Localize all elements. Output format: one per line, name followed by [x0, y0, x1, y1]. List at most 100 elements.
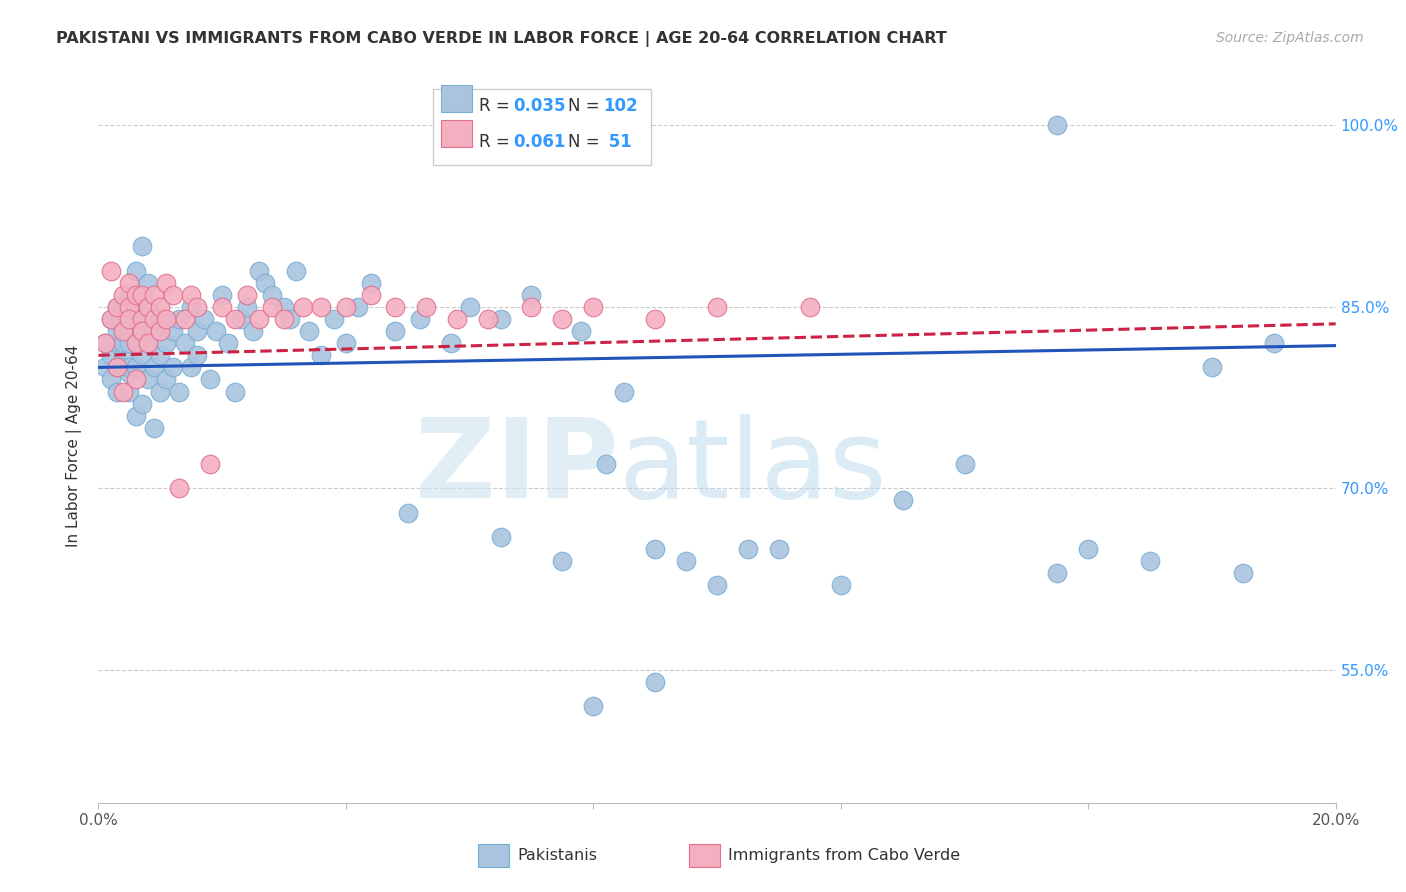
Point: [409, 312, 432, 326]
Point: [162, 324, 184, 338]
Point: [180, 288, 202, 302]
Point: [229, 312, 252, 326]
Point: [112, 324, 135, 338]
Point: [131, 288, 153, 302]
Point: [180, 300, 202, 314]
Point: [706, 578, 728, 592]
Point: [458, 300, 481, 314]
Point: [205, 324, 228, 338]
Point: [186, 348, 208, 362]
Text: 102: 102: [603, 97, 638, 115]
Text: Pakistanis: Pakistanis: [517, 848, 598, 863]
Point: [273, 300, 295, 314]
Point: [131, 239, 153, 253]
Point: [551, 312, 574, 326]
Point: [298, 324, 321, 338]
Point: [440, 336, 463, 351]
Point: [112, 288, 135, 302]
Point: [155, 372, 177, 386]
Point: [100, 348, 122, 362]
Point: [1232, 566, 1254, 580]
Text: R =: R =: [479, 97, 516, 115]
Point: [347, 300, 370, 314]
Point: [131, 397, 153, 411]
Point: [167, 312, 190, 326]
Point: [100, 312, 122, 326]
Text: N =: N =: [568, 97, 605, 115]
Point: [254, 276, 277, 290]
Point: [136, 276, 159, 290]
Point: [396, 506, 419, 520]
Point: [112, 384, 135, 399]
Point: [131, 324, 153, 338]
Point: [136, 300, 159, 314]
Point: [118, 360, 141, 375]
Text: Source: ZipAtlas.com: Source: ZipAtlas.com: [1216, 31, 1364, 45]
Point: [569, 324, 592, 338]
Point: [118, 384, 141, 399]
Point: [247, 312, 270, 326]
Point: [224, 384, 246, 399]
Point: [247, 263, 270, 277]
Point: [118, 336, 141, 351]
Point: [309, 348, 332, 362]
Point: [242, 324, 264, 338]
Point: [582, 699, 605, 714]
Point: [211, 300, 233, 314]
Point: [285, 263, 308, 277]
Point: [1139, 554, 1161, 568]
Point: [675, 554, 697, 568]
Point: [143, 288, 166, 302]
Point: [143, 360, 166, 375]
Point: [236, 300, 259, 314]
Point: [124, 409, 146, 423]
Point: [415, 300, 437, 314]
Point: [100, 263, 122, 277]
Point: [384, 300, 406, 314]
Point: [105, 300, 128, 314]
Y-axis label: In Labor Force | Age 20-64: In Labor Force | Age 20-64: [66, 345, 83, 547]
Point: [124, 324, 146, 338]
Point: [118, 312, 141, 326]
Point: [162, 288, 184, 302]
Point: [112, 360, 135, 375]
Point: [143, 421, 166, 435]
Point: [167, 384, 190, 399]
Point: [595, 457, 617, 471]
Point: [1077, 541, 1099, 556]
Point: [186, 324, 208, 338]
Point: [100, 312, 122, 326]
Point: [489, 312, 512, 326]
Text: 51: 51: [603, 133, 631, 151]
Point: [1046, 566, 1069, 580]
Point: [149, 348, 172, 362]
Point: [149, 324, 172, 338]
Point: [143, 324, 166, 338]
Text: 0.035: 0.035: [513, 97, 565, 115]
Point: [273, 312, 295, 326]
Point: [551, 554, 574, 568]
Point: [93, 336, 115, 351]
Point: [613, 384, 636, 399]
Text: N =: N =: [568, 133, 605, 151]
Point: [136, 336, 159, 351]
Point: [105, 324, 128, 338]
Point: [105, 360, 128, 375]
Point: [446, 312, 468, 326]
Point: [891, 493, 914, 508]
Point: [830, 578, 852, 592]
Point: [100, 372, 122, 386]
Point: [360, 276, 382, 290]
Point: [260, 288, 283, 302]
Point: [335, 336, 357, 351]
Text: Immigrants from Cabo Verde: Immigrants from Cabo Verde: [728, 848, 960, 863]
Point: [124, 263, 146, 277]
Point: [124, 288, 146, 302]
Point: [174, 336, 197, 351]
Point: [1263, 336, 1285, 351]
Point: [322, 312, 344, 326]
Point: [953, 457, 976, 471]
Point: [149, 300, 172, 314]
Point: [477, 312, 499, 326]
Point: [124, 336, 146, 351]
